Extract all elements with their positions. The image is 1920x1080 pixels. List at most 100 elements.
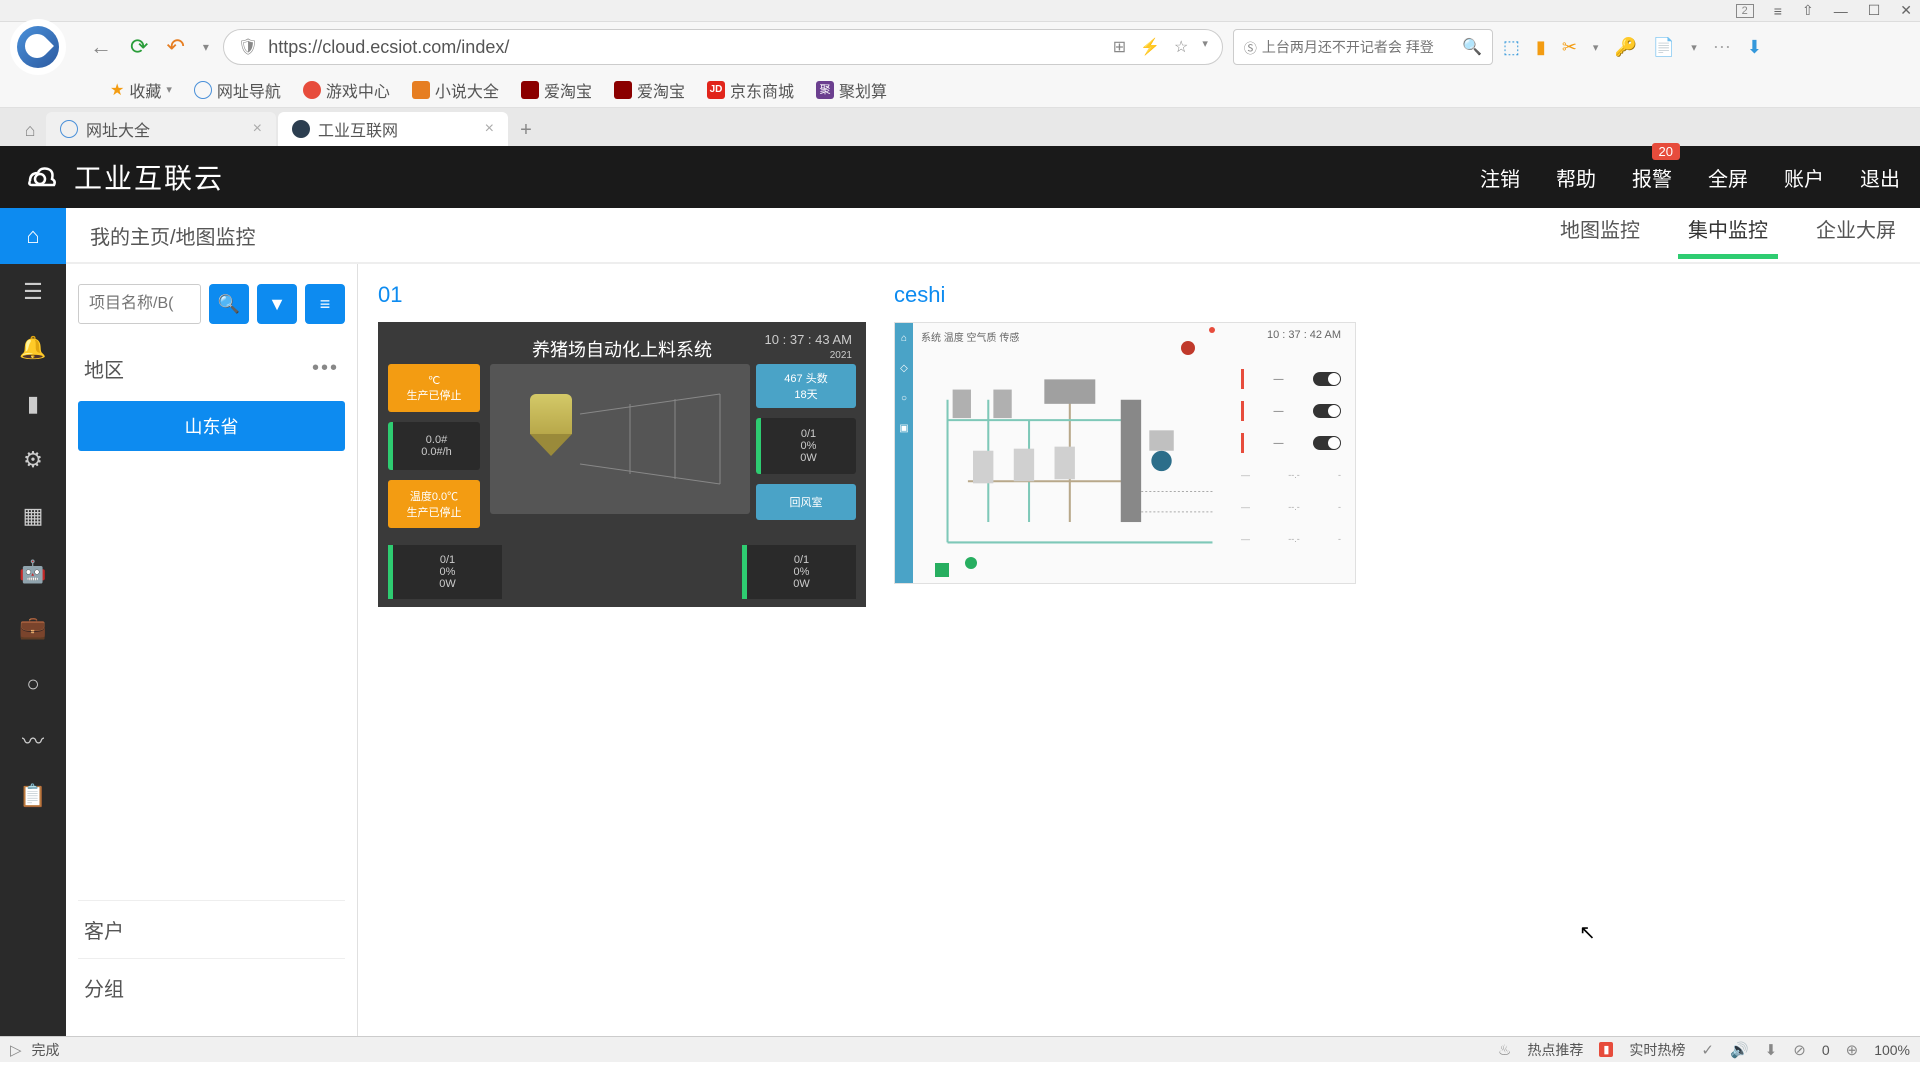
tab-2[interactable]: 工业互联网 × (278, 112, 508, 146)
sidebar-layers[interactable]: ☰ (0, 264, 66, 320)
star-icon[interactable]: ☆ (1174, 37, 1188, 57)
fire-icon[interactable]: ♨ (1498, 1041, 1511, 1059)
nav-fullscreen[interactable]: 全屏 (1708, 163, 1748, 192)
sidebar-grid[interactable]: ▦ (0, 488, 66, 544)
nav-alarm[interactable]: 报警 20 (1632, 163, 1672, 192)
nav-exit[interactable]: 退出 (1860, 163, 1900, 192)
download-status-icon[interactable]: ⬇ (1765, 1041, 1778, 1059)
toggle-2[interactable] (1313, 404, 1341, 418)
tab-1[interactable]: 网址大全 × (46, 112, 276, 146)
dash-3d-view (490, 364, 750, 514)
block-count: 0 (1822, 1042, 1830, 1058)
region-header[interactable]: 地区 ••• (78, 344, 345, 393)
maximize-icon[interactable]: ☐ (1868, 2, 1881, 19)
bookmark-fav[interactable]: ★收藏▾ (110, 78, 172, 102)
tab-icon (60, 120, 78, 138)
nav-help[interactable]: 帮助 (1556, 163, 1596, 192)
bookmark-novel[interactable]: 小说大全 (412, 78, 499, 102)
close-window-icon[interactable]: ✕ (1900, 2, 1912, 19)
sidebar-book[interactable]: ▮ (0, 376, 66, 432)
project-search-input[interactable] (78, 284, 201, 324)
url-bar[interactable]: 🛡 https://cloud.ecsiot.com/index/ ⊞ ⚡ ☆ … (223, 29, 1223, 65)
search-button[interactable]: 🔍 (209, 284, 249, 324)
zoom-label[interactable]: 100% (1874, 1042, 1910, 1058)
reload-button[interactable]: ⟳ (126, 30, 152, 64)
play-icon[interactable]: ▷ (10, 1041, 22, 1059)
undo-button[interactable]: ↶ (162, 30, 188, 64)
project-card-ceshi[interactable]: ceshi ⌂◇○▣ 系统 温度 空气质 传感 10 : 37 : 42 AM (894, 282, 1356, 584)
scissors-icon[interactable]: ✂ (1562, 37, 1577, 58)
view-tab-screen[interactable]: 企业大屏 (1816, 214, 1896, 257)
list-button[interactable]: ≡ (305, 284, 345, 324)
search-box[interactable]: Ⓢ 🔍 (1233, 29, 1493, 65)
app-title: 工业互联云 (74, 157, 224, 197)
bookmark-jd[interactable]: JD京东商城 (707, 78, 794, 102)
toggle-3[interactable] (1313, 436, 1341, 450)
sidebar-android[interactable]: 🤖 (0, 544, 66, 600)
diag-time: 10 : 37 : 42 AM (1267, 329, 1341, 341)
tab-close-icon[interactable]: × (253, 120, 262, 138)
view-tab-map[interactable]: 地图监控 (1560, 214, 1640, 257)
home-tab[interactable]: ⌂ (14, 114, 46, 146)
qr-icon[interactable]: ⊞ (1113, 37, 1126, 57)
download-icon[interactable]: ⬇ (1747, 37, 1762, 58)
dash-right-1: 467 头数18天 (756, 364, 856, 408)
search-icon[interactable]: 🔍 (1462, 37, 1482, 57)
region-more-icon[interactable]: ••• (312, 357, 339, 380)
realtime-label[interactable]: 实时热榜 (1629, 1040, 1685, 1060)
bookmark-ju[interactable]: 聚聚划算 (816, 78, 887, 102)
chat-icon[interactable]: ⋯ (1713, 37, 1731, 58)
sidebar-sync[interactable]: ○ (0, 656, 66, 712)
toggle-1[interactable] (1313, 372, 1341, 386)
sidebar-settings[interactable]: ⚙ (0, 432, 66, 488)
hot-label[interactable]: 热点推荐 (1527, 1040, 1583, 1060)
bookmark-nav[interactable]: 网址导航 (194, 78, 281, 102)
bookmark-game[interactable]: 游戏中心 (303, 78, 390, 102)
bookmark-taobao2[interactable]: 爱淘宝 (614, 78, 685, 102)
back-button[interactable]: ← (86, 30, 116, 64)
project-card-01[interactable]: 01 养猪场自动化上料系统 10 : 37 : 43 AM 2021 ℃生产已停… (378, 282, 866, 607)
minimize-icon[interactable]: — (1834, 3, 1848, 19)
pin-icon[interactable]: ⇧ (1802, 2, 1814, 19)
more-icon[interactable]: ▾ (1593, 41, 1599, 54)
tabs-row: ⌂ 网址大全 × 工业互联网 × + (0, 108, 1920, 146)
flash-icon[interactable]: ⚡ (1140, 37, 1160, 57)
dash-time: 10 : 37 : 43 AM 2021 (765, 332, 852, 362)
sidebar-chart[interactable]: 〰 (0, 712, 66, 768)
sound-icon[interactable]: 🔊 (1730, 1041, 1749, 1059)
diagram-preview: ⌂◇○▣ 系统 温度 空气质 传感 10 : 37 : 42 AM (894, 322, 1356, 584)
sidebar-briefcase[interactable]: 💼 (0, 600, 66, 656)
dropdown-icon[interactable]: ▾ (199, 36, 213, 58)
region-item[interactable]: 山东省 (78, 401, 345, 451)
sidebar: ⌂ ☰ 🔔 ▮ ⚙ ▦ 🤖 💼 ○ 〰 📋 (0, 208, 66, 1036)
filter-button[interactable]: ▼ (257, 284, 297, 324)
tab-count[interactable]: 2 (1736, 4, 1754, 18)
menu-icon[interactable]: ≡ (1774, 3, 1782, 19)
note-icon[interactable]: ▮ (1536, 37, 1546, 58)
bookmark-taobao1[interactable]: 爱淘宝 (521, 78, 592, 102)
doc-icon[interactable]: 📄 (1653, 37, 1675, 58)
alarm-badge: 20 (1652, 143, 1680, 160)
diag-leftbar: ⌂◇○▣ (895, 323, 913, 583)
sidebar-clipboard[interactable]: 📋 (0, 768, 66, 824)
browser-logo[interactable] (10, 19, 66, 75)
tab-close-icon[interactable]: × (485, 120, 494, 138)
key-icon[interactable]: 🔑 (1614, 37, 1636, 58)
block-icon[interactable]: ⊘ (1793, 1041, 1806, 1059)
chevron-down-icon[interactable]: ▾ (1202, 37, 1208, 57)
view-tab-central[interactable]: 集中监控 (1688, 214, 1768, 257)
app-header: 工业互联云 注销 帮助 报警 20 全屏 账户 退出 (0, 146, 1920, 208)
sidebar-bell[interactable]: 🔔 (0, 320, 66, 376)
shield-status-icon[interactable]: ✓ (1701, 1041, 1714, 1059)
more2-icon[interactable]: ▾ (1691, 41, 1697, 54)
filter-group[interactable]: 分组 (78, 958, 345, 1016)
filter-customer[interactable]: 客户 (78, 900, 345, 958)
translate-icon[interactable]: ⬚ (1503, 37, 1520, 58)
tab-add-button[interactable]: + (510, 114, 542, 146)
nav-logout[interactable]: 注销 (1480, 163, 1520, 192)
sidebar-home[interactable]: ⌂ (0, 208, 66, 264)
search-input[interactable] (1262, 39, 1462, 55)
nav-account[interactable]: 账户 (1784, 163, 1824, 192)
dashboard-preview: 养猪场自动化上料系统 10 : 37 : 43 AM 2021 ℃生产已停止 0… (378, 322, 866, 607)
zoom-icon[interactable]: ⊕ (1846, 1041, 1859, 1059)
